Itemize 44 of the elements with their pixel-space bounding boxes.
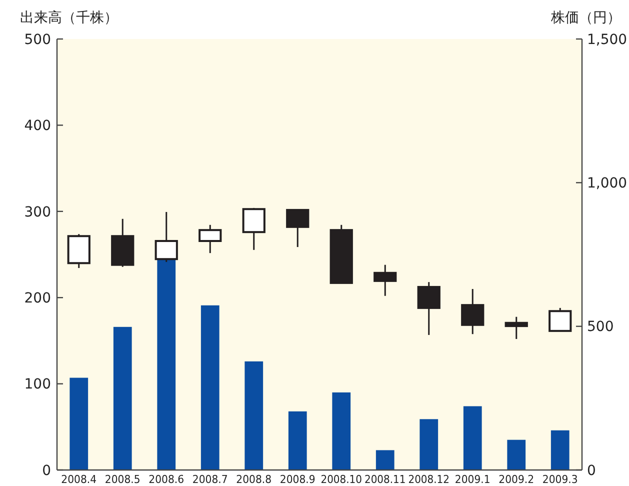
bar (550, 430, 570, 470)
y2-tick-label: 500 (587, 319, 614, 336)
bar (200, 305, 220, 470)
y2-tick-label: 1,000 (587, 176, 628, 192)
bar (332, 392, 351, 470)
y-tick-label: 200 (24, 290, 51, 306)
bar (463, 406, 482, 470)
bar (507, 440, 526, 470)
x-tick-label: 2009.1 (454, 473, 494, 486)
y-tick-label: 400 (24, 118, 51, 134)
candlestick (374, 264, 397, 297)
x-tick-label: 2008.4 (61, 473, 100, 486)
bar (376, 450, 394, 470)
bar (420, 419, 438, 470)
candlestick (154, 211, 178, 263)
y2-tick-label: 1,500 (587, 32, 628, 48)
y-tick-label: 100 (24, 376, 51, 393)
candlestick (417, 281, 440, 336)
candlestick (242, 207, 266, 251)
y-tick-label: 300 (24, 204, 51, 220)
y-tick-label: 500 (24, 32, 51, 48)
bar (288, 411, 307, 470)
bar (244, 361, 264, 470)
x-tick-label: 2008.12 (408, 473, 454, 486)
x-tick-label: 2008.9 (280, 473, 318, 486)
x-tick-label: 2008.11 (364, 473, 410, 486)
y2-axis-title: 株価（円） (550, 10, 621, 26)
candlestick (286, 208, 310, 248)
y-tick-label: 0 (42, 462, 51, 479)
candlestick (548, 307, 572, 332)
x-tick-label: 2008.8 (236, 473, 275, 486)
y2-tick-label: 0 (587, 462, 596, 479)
x-tick-label: 2008.7 (192, 473, 231, 486)
candlestick (461, 288, 484, 335)
candlestick (198, 224, 222, 254)
x-tick-label: 2008.6 (148, 473, 188, 486)
x-tick-label: 2008.10 (320, 473, 366, 486)
x-tick-label: 2009.3 (542, 473, 581, 486)
x-tick-label: 2009.2 (498, 473, 538, 486)
candlestick (504, 316, 528, 340)
x-tick-label: 2008.5 (104, 473, 144, 486)
bar (113, 326, 132, 470)
y-axis-title: 出来高（千株） (20, 10, 118, 26)
bar (70, 378, 88, 470)
